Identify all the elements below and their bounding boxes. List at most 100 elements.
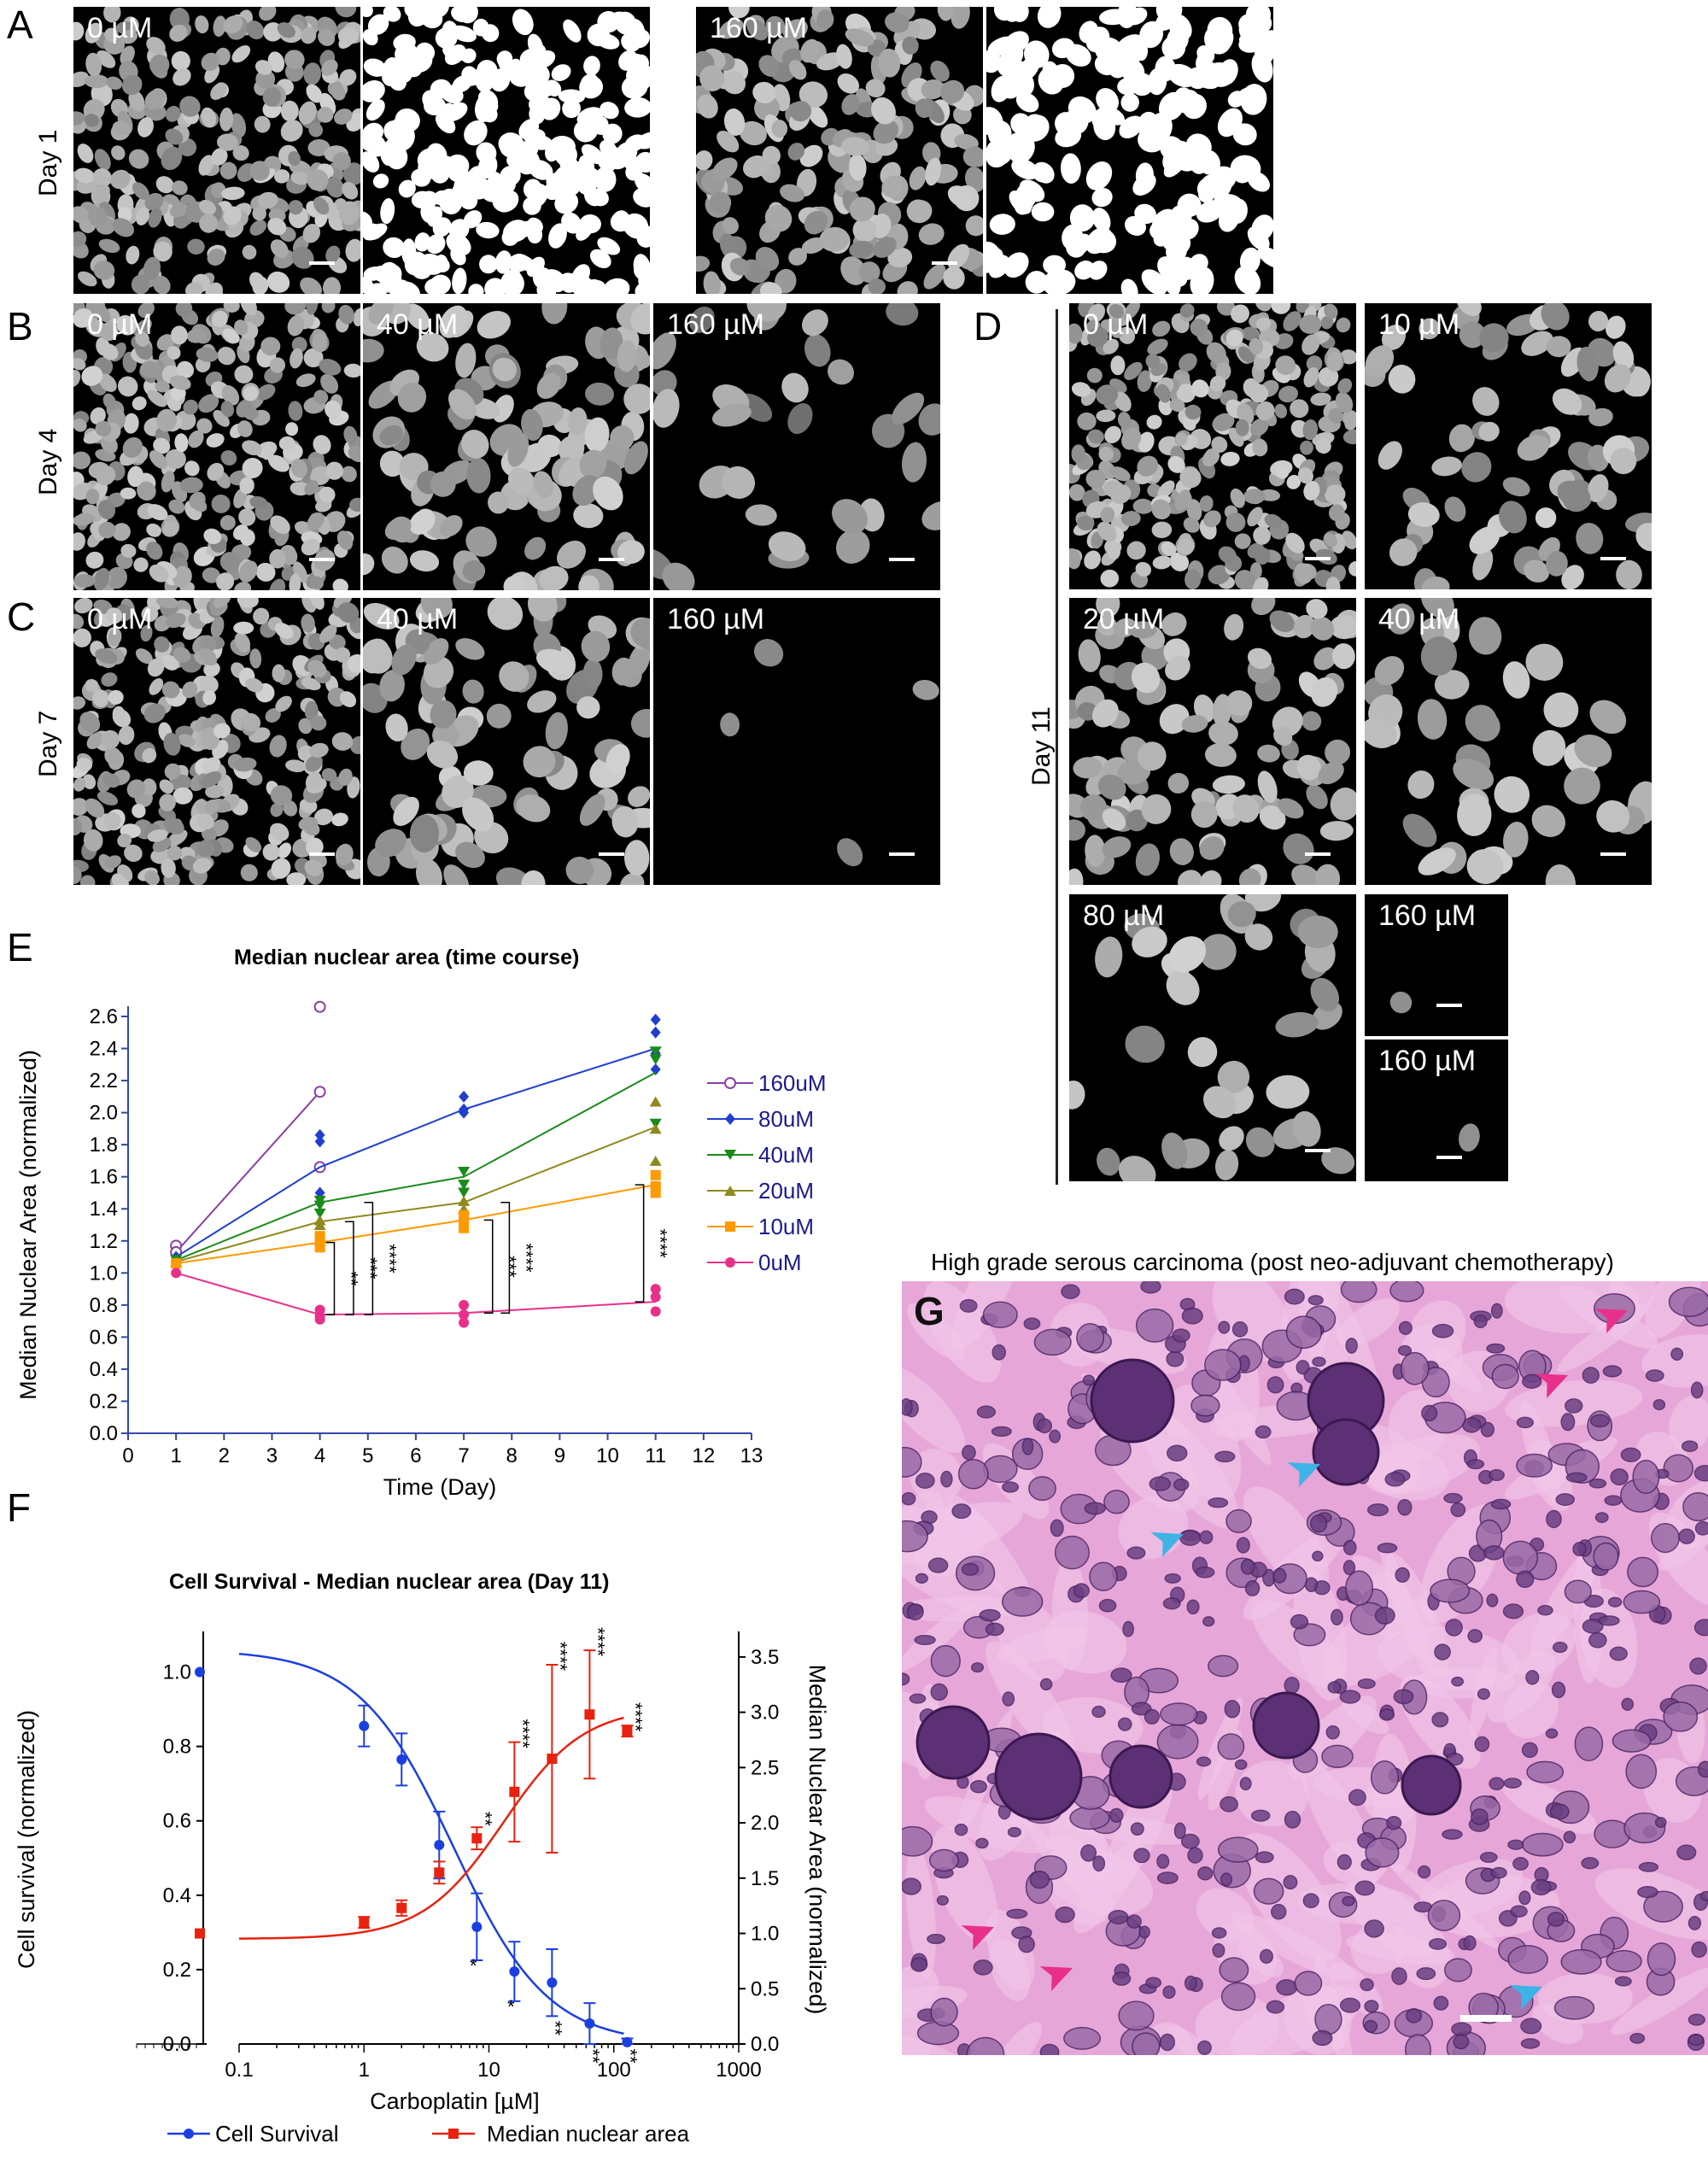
nucleus	[363, 602, 400, 630]
x-axis-label: Carboplatin [µM]	[370, 2088, 540, 2114]
tumor-nucleus	[1055, 1906, 1075, 1924]
nucleus	[1169, 838, 1194, 865]
nucleus	[965, 215, 983, 237]
nucleus	[73, 369, 81, 388]
nucleus	[533, 471, 553, 498]
nuclei-texture	[1459, 1123, 1480, 1152]
nucleus	[865, 79, 886, 98]
nucleus	[1466, 849, 1504, 884]
nucleus	[301, 613, 315, 633]
tumor-nucleus	[1645, 1369, 1664, 1382]
nucleus	[336, 530, 354, 551]
mask-blob	[545, 140, 561, 162]
survival-point	[434, 1840, 445, 1851]
nucleus	[253, 607, 270, 625]
data-point	[649, 1123, 662, 1134]
stroma	[1611, 1966, 1708, 2035]
mask-blob	[1155, 12, 1175, 31]
nucleus	[321, 59, 338, 76]
nucleus	[158, 806, 177, 821]
nucleus	[85, 52, 102, 77]
nucleus	[285, 422, 299, 436]
nucleus	[173, 565, 192, 589]
tumor-nucleus	[1365, 1837, 1400, 1868]
tumor-nucleus	[1073, 1583, 1090, 1598]
nucleus	[623, 384, 650, 414]
mask-blob	[527, 33, 544, 57]
conc-label: 160 µM	[667, 308, 765, 341]
nucleus	[108, 628, 122, 647]
nucleus	[1275, 1012, 1319, 1038]
nucleus	[122, 436, 143, 458]
tumor-nucleus	[1611, 1729, 1652, 1753]
nucleus	[213, 15, 226, 38]
nuclei-texture	[73, 598, 360, 885]
nucleus	[74, 167, 95, 184]
data-point	[650, 1013, 661, 1026]
nucleus	[245, 836, 262, 852]
survival-point	[547, 1977, 558, 1988]
nucleus	[132, 396, 147, 411]
nucleus	[1200, 870, 1222, 885]
tumor-nucleus	[1006, 1908, 1028, 1919]
nucleus	[167, 829, 188, 846]
nucleus	[78, 271, 97, 287]
scale-bar	[889, 558, 915, 561]
survival-point	[359, 1720, 370, 1731]
tumor-nucleus	[1406, 2008, 1423, 2024]
micrograph-b-160uM: 160 µM	[653, 303, 940, 590]
tumor-nucleus	[910, 1957, 928, 1972]
series-line	[176, 1184, 656, 1265]
nucleus	[242, 458, 263, 478]
nucleus	[1302, 419, 1319, 441]
nucleus	[521, 408, 543, 441]
tumor-nucleus	[1234, 1759, 1248, 1771]
row-label-day4: Day 4	[34, 428, 62, 495]
tumor-nucleus	[1018, 1936, 1035, 1953]
nucleus	[73, 419, 87, 432]
nucleus	[901, 442, 927, 483]
tumor-nucleus	[1217, 1733, 1245, 1760]
mask-blob	[595, 33, 620, 50]
nucleus	[330, 85, 346, 101]
tumor-nucleus	[1159, 2033, 1175, 2052]
mask-blob	[529, 104, 546, 125]
nucleus	[1175, 432, 1188, 446]
nucleus	[1365, 345, 1395, 378]
nucleus	[1521, 331, 1553, 356]
nucleus	[921, 79, 945, 100]
nucleus	[147, 389, 167, 407]
nucleus	[97, 500, 116, 520]
nucleus	[578, 575, 600, 590]
mask-blob	[1065, 44, 1091, 67]
nucleus	[1342, 429, 1356, 445]
nucleus	[1588, 407, 1613, 427]
nucleus	[1589, 700, 1627, 735]
nucleus	[290, 348, 303, 369]
nucleus	[762, 145, 781, 166]
tumor-nucleus	[1427, 1900, 1461, 1931]
nucleus	[703, 271, 721, 294]
tumor-nucleus	[1431, 1712, 1449, 1728]
nucleus	[347, 654, 360, 673]
nucleus	[260, 447, 274, 460]
nucleus	[951, 7, 970, 29]
nucleus	[487, 598, 524, 630]
nucleus	[1453, 758, 1494, 790]
nucleus	[1286, 475, 1301, 489]
mask-blob	[390, 58, 412, 84]
nucleus	[288, 401, 303, 421]
nucleus	[1123, 303, 1141, 320]
scale-bar	[1436, 1156, 1462, 1159]
tumor-nucleus	[1453, 2034, 1470, 2050]
giant-nucleus	[1252, 1691, 1320, 1760]
nucleus	[317, 107, 334, 123]
stroma	[910, 1449, 962, 1504]
nucleus	[85, 679, 99, 693]
nucleus	[1387, 603, 1415, 635]
nucleus	[1085, 835, 1106, 867]
nucleus	[720, 712, 740, 737]
nucleus	[717, 131, 740, 153]
nucleus	[199, 214, 219, 233]
mask-blob	[1160, 220, 1183, 252]
